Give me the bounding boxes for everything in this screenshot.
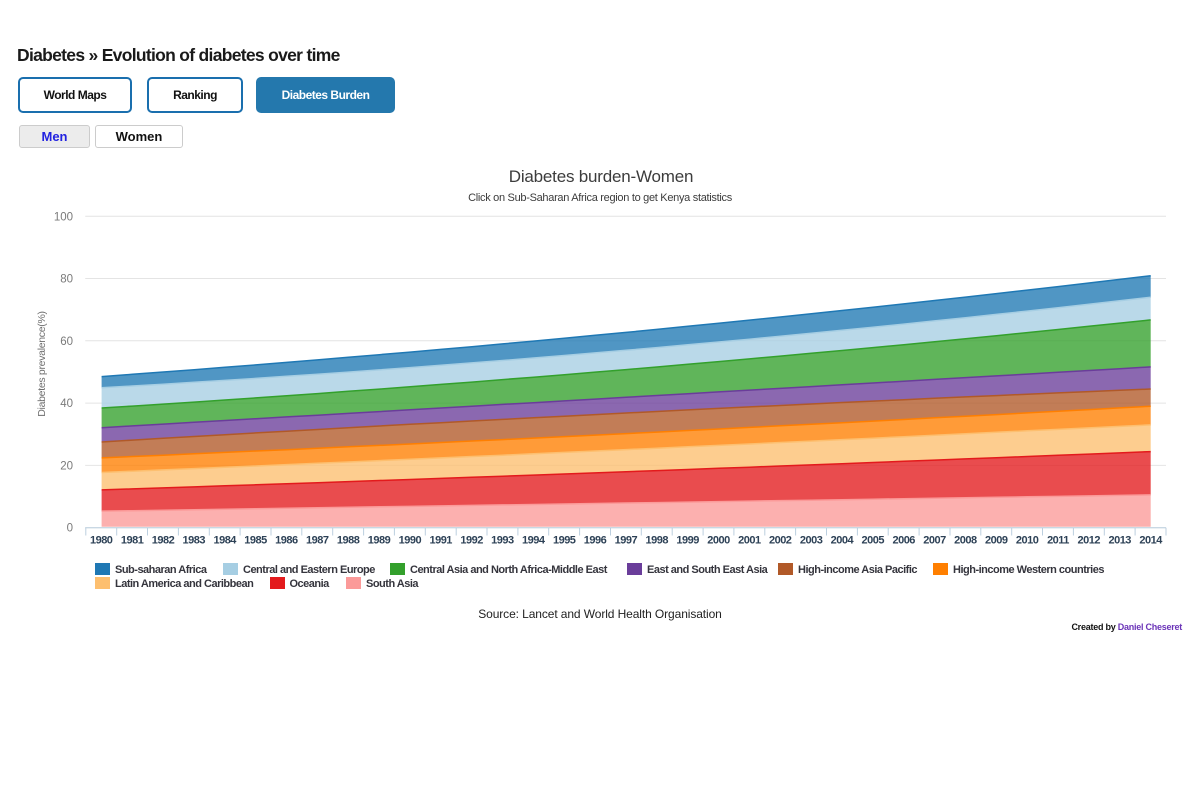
svg-text:1994: 1994	[522, 535, 546, 547]
svg-text:2007: 2007	[923, 535, 946, 547]
svg-text:1985: 1985	[244, 535, 267, 547]
svg-text:1988: 1988	[337, 535, 360, 547]
svg-text:2005: 2005	[862, 535, 885, 547]
svg-text:1984: 1984	[213, 535, 237, 547]
svg-text:2003: 2003	[800, 535, 823, 547]
svg-text:1992: 1992	[460, 535, 483, 547]
svg-text:1980: 1980	[90, 535, 113, 547]
svg-text:1981: 1981	[121, 535, 144, 547]
svg-text:0: 0	[67, 523, 73, 535]
svg-text:100: 100	[54, 211, 73, 223]
svg-text:1987: 1987	[306, 535, 329, 547]
svg-text:Diabetes prevalence(%): Diabetes prevalence(%)	[36, 311, 48, 416]
svg-text:2008: 2008	[954, 535, 977, 547]
svg-text:2006: 2006	[892, 535, 915, 547]
svg-text:2000: 2000	[707, 535, 730, 547]
svg-text:1995: 1995	[553, 535, 576, 547]
svg-text:1993: 1993	[491, 535, 514, 547]
svg-text:2012: 2012	[1078, 535, 1101, 547]
svg-text:1998: 1998	[646, 535, 669, 547]
svg-text:2004: 2004	[831, 535, 855, 547]
svg-text:1991: 1991	[429, 535, 452, 547]
svg-text:1997: 1997	[615, 535, 638, 547]
svg-text:1996: 1996	[584, 535, 607, 547]
svg-text:80: 80	[60, 274, 73, 286]
svg-text:20: 20	[60, 460, 73, 472]
svg-text:1983: 1983	[183, 535, 206, 547]
svg-text:60: 60	[60, 336, 73, 348]
svg-text:2010: 2010	[1016, 535, 1039, 547]
svg-text:1986: 1986	[275, 535, 298, 547]
svg-text:2014: 2014	[1139, 535, 1163, 547]
svg-text:1982: 1982	[152, 535, 175, 547]
svg-text:2002: 2002	[769, 535, 792, 547]
svg-text:40: 40	[60, 398, 73, 410]
svg-text:2009: 2009	[985, 535, 1008, 547]
svg-text:1989: 1989	[368, 535, 391, 547]
svg-text:1990: 1990	[399, 535, 422, 547]
svg-text:2013: 2013	[1108, 535, 1131, 547]
svg-text:2011: 2011	[1047, 535, 1069, 547]
svg-text:2001: 2001	[738, 535, 761, 547]
svg-text:1999: 1999	[676, 535, 699, 547]
